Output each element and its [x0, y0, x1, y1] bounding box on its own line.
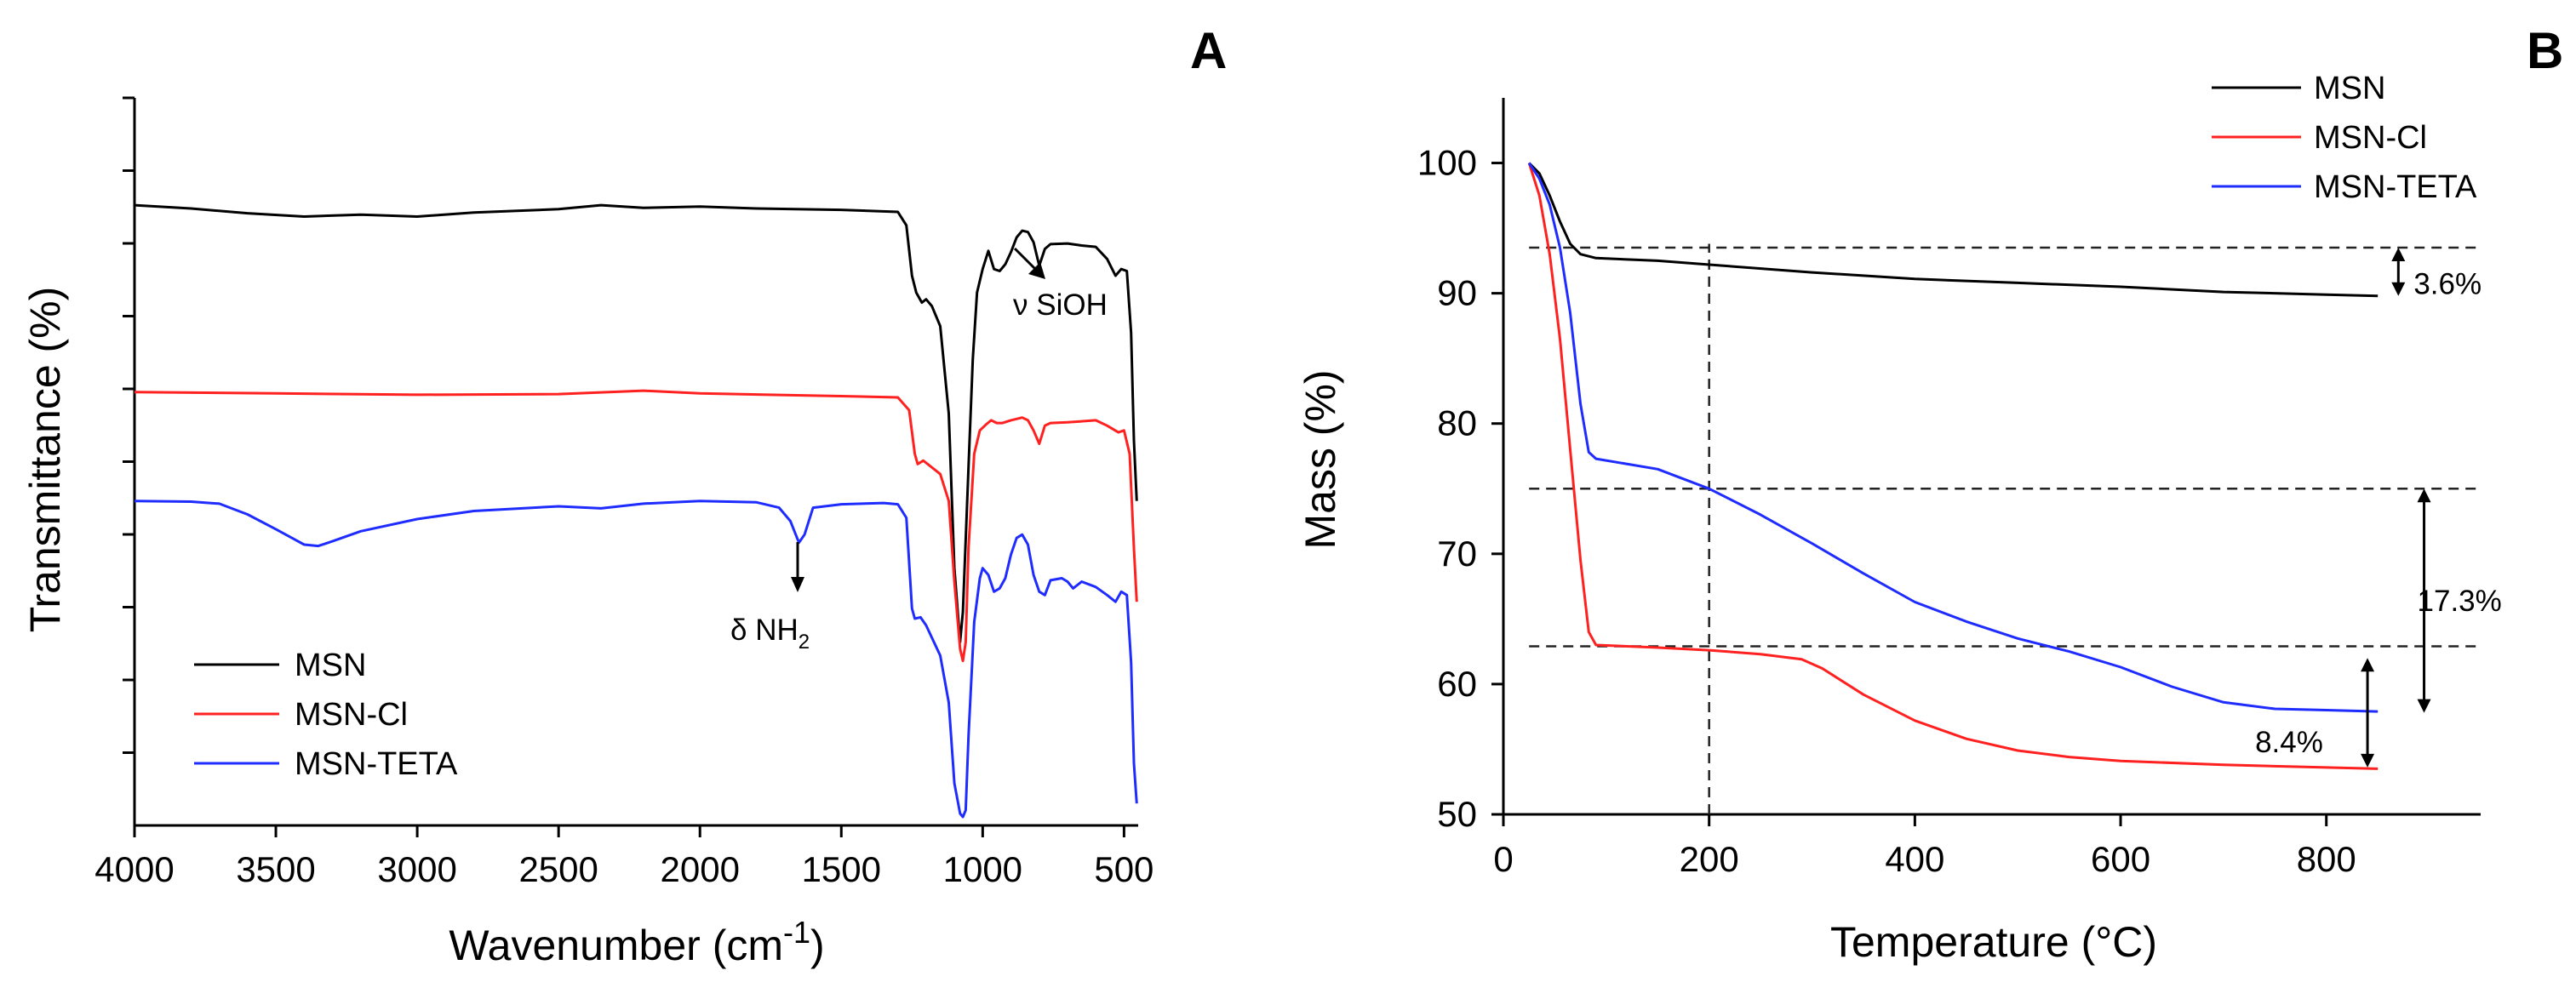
panel-a-x-tick-label-2500: 2500	[518, 849, 598, 889]
panel-a-ftir-chart: A 4000 3500 3000 2500 2000 1500 1000 500 Transm…	[21, 22, 1227, 969]
panel-a-series-msn-teta	[134, 500, 1138, 819]
panel-b-tga-chart: B 50 60 70 80 90 100 0 200 400 600 800 3.6% 17.3% 8…	[1297, 22, 2563, 966]
panel-b-annotation-arrowhead-bottom-0	[2391, 282, 2406, 296]
panel-a-x-axis-title: Wavenumber (cm-1)	[449, 915, 824, 969]
panel-b-annotation-arrowhead-top-2	[2361, 658, 2375, 672]
panel-b-annotation-label-2: 8.4%	[2255, 726, 2323, 759]
panel-b-x-tick-label-0: 0	[1493, 839, 1513, 879]
panel-b-annotation-17-3: 17.3%	[2417, 488, 2502, 713]
legend-b-msn-label: MSN	[2314, 71, 2385, 106]
panel-b-x-ticks: 0 200 400 600 800	[1493, 814, 2356, 879]
panel-b-annotation-8-4: 8.4%	[2255, 658, 2375, 768]
panel-a-y-axis-title: Transmittance (%)	[21, 287, 69, 633]
panel-b-annotation-label-0: 3.6%	[2413, 267, 2482, 300]
panel-b-y-tick-label-60: 60	[1437, 664, 1477, 704]
panel-a-y-ticks	[123, 96, 135, 754]
panel-b-annotation-arrowhead-bottom-1	[2417, 699, 2431, 713]
panel-a-x-tick-label-500: 500	[1094, 849, 1153, 889]
legend-a-msn-teta-label: MSN-TETA	[295, 746, 458, 782]
panel-b-series-msn	[1528, 162, 2379, 298]
annotation-delta-nh2-arrowhead	[791, 577, 804, 592]
panel-b-annotation-3-6: 3.6%	[2391, 248, 2482, 300]
panel-a-x-tick-label-3500: 3500	[236, 849, 315, 889]
panel-b-annotation-arrowhead-top-1	[2417, 488, 2431, 503]
annotation-nu-sioh-label: ν SiOH	[1013, 288, 1108, 322]
annotation-delta-nh2: δ NH2	[730, 542, 810, 654]
panel-a-x-tick-label-2000: 2000	[661, 849, 740, 889]
panel-b-annotation-label-1: 17.3%	[2418, 585, 2502, 618]
panel-a-series	[134, 203, 1138, 819]
panel-a-x-tick-label-4000: 4000	[94, 849, 174, 889]
panel-a-series-msn	[134, 203, 1138, 644]
panel-b-y-axis-title: Mass (%)	[1297, 369, 1344, 549]
panel-b-x-tick-label-200: 200	[1680, 839, 1739, 879]
panel-b-y-tick-label-50: 50	[1437, 794, 1477, 834]
panel-b-legend: MSN MSN-Cl MSN-TETA	[2212, 71, 2477, 205]
panel-a-x-tick-label-3000: 3000	[377, 849, 456, 889]
panel-a-x-ticks: 4000 3500 3000 2500 2000 1500 1000 500	[94, 825, 1153, 889]
legend-b-msn-cl-label: MSN-Cl	[2314, 120, 2427, 156]
legend-a-msn-cl-label: MSN-Cl	[295, 697, 408, 733]
panel-b-series-msn-teta	[1527, 162, 2379, 713]
annotation-nu-sioh-arrow	[1013, 247, 1039, 272]
panel-b-y-tick-label-80: 80	[1437, 403, 1477, 443]
panel-b-x-tick-label-600: 600	[2091, 839, 2150, 879]
panel-b-series-msn-cl	[1527, 163, 2379, 770]
annotation-nu-sioh-arrowhead	[1028, 262, 1045, 279]
panel-b-series	[1527, 162, 2379, 770]
panel-b-annotation-arrowhead-bottom-2	[2361, 753, 2375, 768]
legend-b-msn-teta-label: MSN-TETA	[2314, 169, 2477, 205]
panel-b-x-tick-label-400: 400	[1885, 839, 1944, 879]
panel-a-x-tick-label-1000: 1000	[943, 849, 1022, 889]
panel-b-y-ticks: 50 60 70 80 90 100	[1417, 143, 1503, 834]
panel-b-annotation-arrowhead-top-0	[2391, 248, 2406, 262]
annotation-delta-nh2-label: δ NH2	[730, 614, 810, 654]
annotation-nu-sioh: ν SiOH	[1013, 247, 1108, 322]
panel-b-y-tick-label-90: 90	[1437, 273, 1477, 313]
panel-b-x-axis-title: Temperature (°C)	[1830, 918, 2157, 966]
panel-a-letter: A	[1190, 22, 1227, 79]
legend-a-msn-label: MSN	[295, 648, 366, 683]
panel-a-legend: MSN MSN-Cl MSN-TETA	[194, 648, 458, 782]
panel-a-series-msn-cl	[134, 389, 1138, 663]
panel-a-x-tick-label-1500: 1500	[802, 849, 881, 889]
panel-b-y-tick-label-70: 70	[1437, 534, 1477, 574]
panel-b-guide-lines	[1529, 243, 2481, 814]
panel-b-y-tick-label-100: 100	[1417, 143, 1477, 183]
panel-b-letter: B	[2527, 22, 2563, 79]
panel-b-x-tick-label-800: 800	[2297, 839, 2356, 879]
panel-b-annotations: 3.6% 17.3% 8.4%	[2255, 248, 2502, 768]
